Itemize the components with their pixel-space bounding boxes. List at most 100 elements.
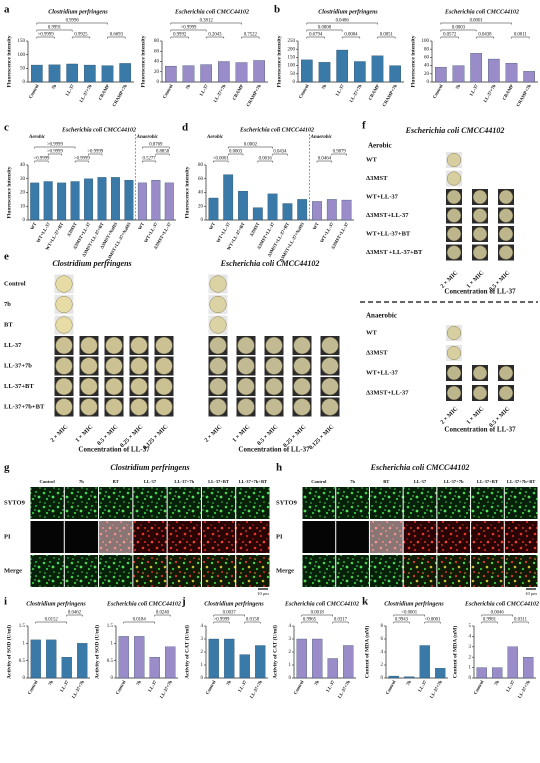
significance-bracket bbox=[331, 153, 347, 156]
y-tick-label: 60 bbox=[424, 56, 430, 61]
micrograph bbox=[236, 555, 270, 587]
bar bbox=[235, 62, 248, 83]
bar bbox=[507, 646, 518, 679]
agar-plate bbox=[155, 377, 173, 396]
agar-plate bbox=[130, 398, 148, 416]
significance-bracket bbox=[393, 621, 410, 624]
y-axis-label: Fluorescence intensity bbox=[6, 166, 12, 218]
y-tick-label: 2 bbox=[469, 655, 472, 660]
agar-plate bbox=[472, 245, 488, 260]
y-tick-label: 6 bbox=[381, 637, 384, 642]
bar bbox=[48, 64, 61, 83]
bar bbox=[165, 65, 177, 83]
row-label: Control bbox=[4, 280, 26, 287]
bar bbox=[208, 638, 219, 679]
chart-title: Clostridium perfringens bbox=[384, 601, 444, 607]
row-label: Δ3MST bbox=[366, 349, 388, 356]
y-tick-label: 3 bbox=[201, 637, 204, 642]
section-label: Anaerobic bbox=[136, 135, 159, 140]
row-label: WT+LL-37 bbox=[366, 193, 399, 200]
y-tick-label: 0 bbox=[381, 676, 384, 681]
p-value: <0.0001 bbox=[213, 157, 229, 162]
micrograph bbox=[471, 555, 504, 587]
column-label: Control bbox=[311, 479, 327, 484]
agar-plate bbox=[155, 398, 173, 416]
x-tick-label: LL-37+7b bbox=[348, 83, 362, 103]
significance-bracket bbox=[440, 29, 477, 32]
p-value: >0.9999 bbox=[47, 150, 63, 155]
panel-letter: d bbox=[182, 122, 188, 134]
significance-bracket bbox=[475, 36, 495, 39]
significance-bracket bbox=[316, 160, 333, 163]
significance-bracket bbox=[244, 621, 261, 624]
bar bbox=[77, 643, 88, 679]
micrograph bbox=[369, 521, 403, 553]
x-tick-label: LL-37 bbox=[468, 83, 479, 97]
y-axis-label: Content of MDA (nM) bbox=[363, 626, 370, 679]
x-tick-label: LL-37+7b bbox=[159, 679, 173, 699]
y-tick-label: 100 bbox=[288, 64, 296, 69]
significance-bracket bbox=[170, 22, 242, 25]
column-label: 1 × MIC bbox=[75, 424, 95, 444]
x-tick-label: Control bbox=[293, 679, 305, 695]
bar bbox=[134, 636, 145, 679]
p-value: >0.9999 bbox=[38, 33, 54, 38]
p-value: >0.9999 bbox=[181, 26, 197, 31]
bar bbox=[326, 199, 337, 221]
column-label: LL-37+7b bbox=[174, 479, 194, 484]
panel-title: Escherichia coli CMCC44102 bbox=[370, 463, 470, 472]
p-value: 0.9943 bbox=[395, 618, 409, 623]
bar bbox=[389, 65, 401, 83]
p-value: >0.9999 bbox=[47, 143, 63, 148]
significance-bracket bbox=[154, 614, 171, 617]
p-value: 0.9996 bbox=[66, 19, 80, 24]
column-label: 2 × MIC bbox=[50, 424, 70, 444]
micrograph bbox=[369, 487, 403, 519]
p-value: 0.0016 bbox=[259, 157, 273, 162]
row-label: BT bbox=[4, 321, 13, 328]
bar bbox=[327, 658, 338, 679]
micrograph bbox=[302, 521, 336, 553]
y-tick-label: 1 bbox=[111, 641, 114, 646]
bar bbox=[208, 197, 219, 221]
agar-plate bbox=[293, 398, 311, 416]
x-tick-label: Control bbox=[385, 679, 397, 695]
micrograph bbox=[336, 521, 369, 553]
significance-bracket bbox=[241, 36, 260, 39]
y-tick-label: 200 bbox=[288, 47, 296, 52]
agar-plate bbox=[446, 189, 462, 205]
x-tick-label: WT+LL-37 bbox=[319, 221, 335, 244]
micrograph bbox=[471, 521, 504, 553]
p-value: 0.9992 bbox=[173, 33, 187, 38]
bar bbox=[84, 178, 94, 221]
significance-bracket bbox=[213, 160, 229, 163]
x-tick-label: Control bbox=[115, 679, 127, 695]
significance-bracket bbox=[481, 614, 513, 617]
p-value: 0.9991 bbox=[48, 26, 62, 31]
x-tick-label: CRAMP+7b bbox=[111, 83, 128, 107]
y-tick-label: 1 bbox=[23, 641, 26, 646]
significance-bracket bbox=[332, 621, 349, 624]
panel-title: Clostridium perfringens bbox=[110, 463, 189, 472]
x-tick-label: LL-37 bbox=[325, 679, 336, 693]
significance-bracket bbox=[306, 36, 325, 39]
p-value: 0.0769 bbox=[149, 143, 163, 148]
column-label: LL-37 bbox=[414, 479, 427, 484]
y-tick-label: 5 bbox=[469, 624, 472, 629]
p-value: 0.9879 bbox=[333, 150, 347, 155]
bar bbox=[404, 676, 415, 679]
agar-plate bbox=[209, 316, 227, 334]
bar bbox=[239, 654, 250, 679]
p-value: 0.0486 bbox=[336, 19, 350, 24]
panel-letter: i bbox=[4, 596, 7, 608]
y-tick-label: 60 bbox=[198, 177, 204, 182]
y-tick-label: 0 bbox=[201, 676, 204, 681]
agar-plate bbox=[446, 325, 462, 341]
agar-plate bbox=[237, 377, 255, 396]
x-tick-label: Δ3MST bbox=[66, 222, 78, 238]
y-tick-label: 0 bbox=[293, 80, 296, 85]
bar bbox=[70, 181, 80, 221]
micrograph bbox=[64, 521, 99, 553]
column-label: LL-37+BT bbox=[208, 479, 229, 484]
bar bbox=[31, 64, 43, 83]
